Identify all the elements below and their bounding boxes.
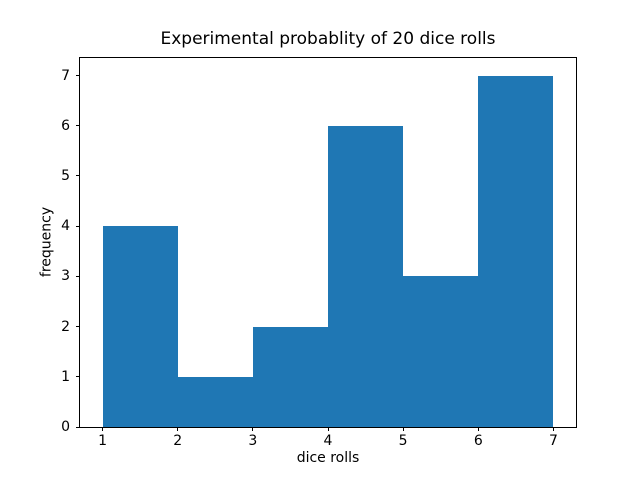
x-axis-label: dice rolls (296, 450, 360, 466)
x-tick-mark (252, 427, 254, 431)
y-axis-tick-label: 4 (61, 218, 70, 235)
y-axis-tick-label: 2 (61, 318, 70, 335)
x-tick-mark (552, 427, 554, 431)
x-tick-mark (327, 427, 329, 431)
x-axis-tick-label: 3 (248, 433, 258, 449)
x-axis-tick-label: 6 (473, 433, 483, 449)
x-tick-mark (477, 427, 479, 431)
histogram-bar (403, 276, 478, 427)
x-axis-tick-label: 2 (173, 433, 183, 449)
y-axis-tick-label: 3 (61, 268, 70, 285)
plot-area (80, 58, 576, 427)
axes (79, 57, 577, 428)
y-tick-mark (76, 376, 80, 378)
histogram-bar (478, 76, 553, 427)
histogram-bar (178, 377, 253, 427)
y-tick-mark (76, 326, 80, 328)
y-tick-mark (76, 175, 80, 177)
y-tick-mark (76, 125, 80, 127)
y-axis-tick-label: 1 (61, 368, 70, 385)
y-axis-tick-label: 5 (61, 167, 70, 184)
x-axis-tick-label: 5 (398, 433, 408, 449)
y-axis-tick-label: 0 (61, 419, 70, 435)
y-axis-tick-label: 6 (61, 117, 70, 134)
x-axis-tick-label: 4 (323, 433, 333, 449)
y-axis-tick-label: 7 (61, 67, 70, 84)
histogram-bar (103, 226, 178, 427)
x-axis-tick-label: 7 (548, 433, 558, 449)
x-tick-mark (402, 427, 404, 431)
histogram-bar (253, 327, 328, 427)
x-axis-tick-label: 1 (98, 433, 107, 449)
chart-title: Experimental probablity of 20 dice rolls (160, 29, 496, 49)
y-tick-mark (76, 75, 80, 77)
x-tick-mark (102, 427, 104, 431)
y-tick-mark (76, 426, 80, 428)
x-tick-mark (177, 427, 179, 431)
y-tick-mark (76, 275, 80, 277)
histogram-bar (328, 126, 403, 427)
y-tick-mark (76, 225, 80, 227)
